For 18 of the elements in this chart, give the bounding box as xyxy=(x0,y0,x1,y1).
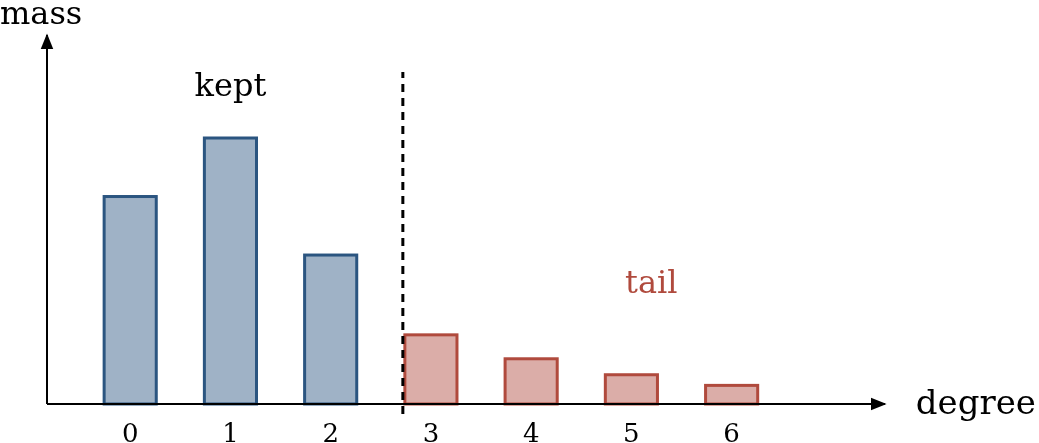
series-label: kept xyxy=(194,66,267,104)
text: tail xyxy=(625,262,678,301)
x-axis-title: degree xyxy=(915,382,1036,422)
x-tick-label: 2 xyxy=(322,418,339,443)
x-tick-label: 1 xyxy=(222,418,239,443)
bar xyxy=(102,195,158,406)
x-tick-label: 0 xyxy=(121,418,139,443)
x-tick-label: 5 xyxy=(623,418,640,443)
bar xyxy=(704,383,760,406)
bar xyxy=(202,136,258,406)
x-tick-label: 3 xyxy=(422,418,440,443)
y-axis-title: mass xyxy=(0,0,83,32)
bar xyxy=(603,373,659,406)
x-tick-label: 6 xyxy=(723,418,740,443)
bar xyxy=(503,357,559,406)
x-tick-label: 4 xyxy=(522,418,540,443)
bar xyxy=(403,333,459,406)
bar xyxy=(303,253,359,406)
